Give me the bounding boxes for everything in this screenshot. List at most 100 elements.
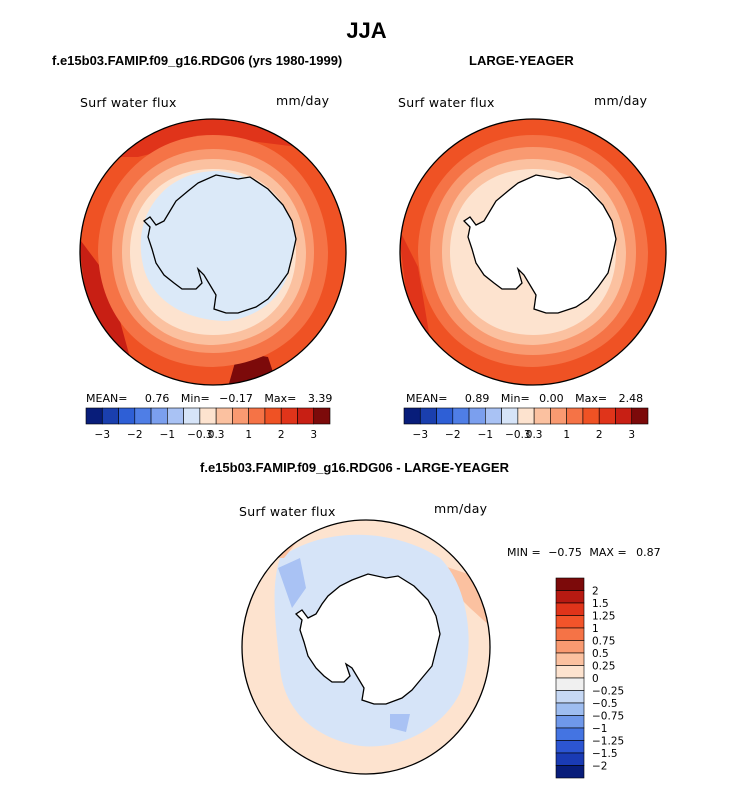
panel-1-colorbar-swatch bbox=[118, 407, 136, 425]
panel-1-colorbar-swatch bbox=[134, 407, 152, 425]
difference-colorbar-tick-label: −2 bbox=[592, 761, 607, 773]
difference-colorbar-tick-label: 0.75 bbox=[592, 636, 615, 648]
panel-2-title: LARGE-YEAGER bbox=[469, 53, 574, 68]
panel-1-colorbar-tick-label: −2 bbox=[127, 429, 142, 441]
difference-colorbar-swatch bbox=[555, 715, 585, 729]
difference-max-value: 0.87 bbox=[636, 546, 661, 559]
difference-colorbar-swatch bbox=[555, 665, 585, 679]
panel-1-colorbar-tick-label: 1 bbox=[245, 429, 252, 441]
panel-1-colorbar-swatch bbox=[232, 407, 249, 425]
panel-1-variable-label: Surf water flux bbox=[80, 95, 177, 110]
panel-2-mean-label: MEAN= bbox=[406, 392, 448, 405]
difference-colorbar-swatch bbox=[555, 652, 585, 666]
panel-2-colorbar-tick-label: 2 bbox=[596, 429, 603, 441]
difference-units: mm/day bbox=[434, 501, 488, 516]
difference-colorbar-tick-label: −1.25 bbox=[592, 736, 624, 748]
panel-2-colorbar-tick-label: −3 bbox=[413, 429, 428, 441]
panel-2-stats: MEAN= 0.89 Min= 0.00 Max= 2.48 bbox=[406, 392, 643, 405]
panel-1-stats: MEAN= 0.76 Min= −0.17 Max= 3.39 bbox=[86, 392, 332, 405]
difference-colorbar-swatch bbox=[555, 590, 585, 604]
panel-1-units: mm/day bbox=[276, 93, 330, 108]
difference-colorbar-tick-label: 0.5 bbox=[592, 648, 609, 660]
difference-min-label: MIN = bbox=[507, 546, 541, 559]
difference-colorbar-tick-label: 0.25 bbox=[592, 661, 615, 673]
panel-2-colorbar-tick-label: 1 bbox=[563, 429, 570, 441]
panel-1-colorbar-swatch bbox=[313, 407, 331, 425]
panel-1-colorbar: −3 −2 −1 −0.30.3 1 2 3 bbox=[85, 407, 331, 441]
panel-2-colorbar-tick-label: 3 bbox=[628, 429, 635, 441]
difference-colorbar-swatch bbox=[555, 677, 585, 691]
panel-2-max-label: Max= bbox=[575, 392, 608, 405]
difference-min-value: −0.75 bbox=[548, 546, 582, 559]
difference-colorbar-tick-label: 1 bbox=[592, 623, 599, 635]
season-title: JJA bbox=[346, 18, 387, 43]
difference-colorbar-tick-label: −1.5 bbox=[592, 748, 618, 760]
difference-colorbar: 21.51.2510.750.50.250−0.25−0.5−0.75−1−1.… bbox=[555, 577, 624, 779]
difference-antarctica bbox=[294, 573, 441, 705]
panel-2-colorbar-swatch bbox=[501, 407, 519, 425]
difference-colorbar-swatch bbox=[555, 752, 585, 766]
panel-1-map bbox=[79, 118, 347, 386]
difference-colorbar-swatch bbox=[555, 602, 585, 616]
panel-2-min-label: Min= bbox=[500, 392, 530, 405]
panel-1-colorbar-swatch bbox=[167, 407, 184, 425]
panel-2-colorbar: −3 −2 −1 −0.30.3 1 2 3 bbox=[403, 407, 649, 441]
difference-variable-label: Surf water flux bbox=[239, 504, 336, 519]
panel-1-colorbar-swatch bbox=[199, 407, 217, 425]
panel-1-colorbar-swatch bbox=[248, 407, 266, 425]
difference-colorbar-swatch bbox=[555, 615, 585, 629]
panel-2-colorbar-tick-label: −1 bbox=[478, 429, 493, 441]
panel-1-max-label: Max= bbox=[264, 392, 297, 405]
panel-2-colorbar-swatch bbox=[517, 407, 535, 425]
difference-colorbar-swatch bbox=[555, 690, 585, 704]
difference-colorbar-swatch bbox=[555, 765, 585, 779]
panel-2-colorbar-swatch bbox=[566, 407, 584, 425]
panel-2-min-value: 0.00 bbox=[539, 392, 564, 405]
panel-2-colorbar-swatch bbox=[419, 407, 437, 425]
panel-1-colorbar-swatch bbox=[280, 407, 298, 425]
panel-1-colorbar-tick-label: −1 bbox=[160, 429, 175, 441]
difference-colorbar-tick-label: 2 bbox=[592, 586, 599, 598]
panel-2-colorbar-swatch bbox=[403, 407, 421, 425]
panel-1-colorbar-tick-label: 2 bbox=[278, 429, 285, 441]
difference-colorbar-tick-label: 1.25 bbox=[592, 611, 615, 623]
panel-2-colorbar-swatch bbox=[631, 407, 649, 425]
panel-2-colorbar-tick-label: −0.3 bbox=[505, 429, 531, 441]
panel-2-variable-label: Surf water flux bbox=[398, 95, 495, 110]
difference-colorbar-swatch bbox=[555, 627, 585, 641]
panel-1-mean-value: 0.76 bbox=[144, 392, 170, 405]
difference-colorbar-tick-label: −0.25 bbox=[592, 686, 624, 698]
panel-1-colorbar-swatch bbox=[183, 407, 201, 425]
difference-colorbar-swatch bbox=[555, 640, 585, 654]
panel-1-max-value: 3.39 bbox=[307, 392, 333, 405]
panel-1-colorbar-tick-label: 3 bbox=[310, 429, 317, 441]
difference-colorbar-swatch bbox=[555, 577, 585, 591]
panel-2-colorbar-swatch bbox=[615, 407, 633, 425]
difference-colorbar-tick-label: −0.75 bbox=[592, 711, 624, 723]
panel-1-colorbar-swatch bbox=[215, 407, 233, 425]
panel-1-colorbar-tick-label: 0.3 bbox=[208, 429, 225, 441]
panel-1-title: f.e15b03.FAMIP.f09_g16.RDG06 (yrs 1980-1… bbox=[52, 53, 343, 68]
panel-2-units: mm/day bbox=[594, 93, 648, 108]
panel-2-map-border bbox=[399, 118, 667, 386]
panel-2-colorbar-tick-label: 0.3 bbox=[526, 429, 543, 441]
panel-1-colorbar-swatch bbox=[101, 407, 119, 425]
panel-2-colorbar-tick-label: −2 bbox=[445, 429, 460, 441]
difference-colorbar-swatch bbox=[555, 740, 585, 754]
panel-1-colorbar-swatch bbox=[85, 407, 103, 425]
panel-1-colorbar-swatch bbox=[150, 407, 168, 425]
panel-2-max-value: 2.48 bbox=[618, 392, 644, 405]
difference-cool-patch-2 bbox=[390, 714, 410, 732]
panel-2-colorbar-swatch bbox=[468, 407, 486, 425]
panel-2-colorbar-swatch bbox=[582, 407, 600, 425]
panel-2-colorbar-swatch bbox=[452, 407, 470, 425]
panel-2-colorbar-swatch bbox=[598, 407, 616, 425]
panel-2-map bbox=[399, 118, 667, 386]
panel-2-colorbar-swatch bbox=[485, 407, 502, 425]
panel-1-colorbar-swatch bbox=[297, 407, 315, 425]
panel-1-map-border bbox=[79, 118, 347, 386]
difference-colorbar-swatch bbox=[555, 702, 585, 716]
difference-colorbar-tick-label: 1.5 bbox=[592, 598, 609, 610]
panel-1-min-value: −0.17 bbox=[219, 392, 253, 405]
difference-map-border bbox=[241, 519, 491, 775]
